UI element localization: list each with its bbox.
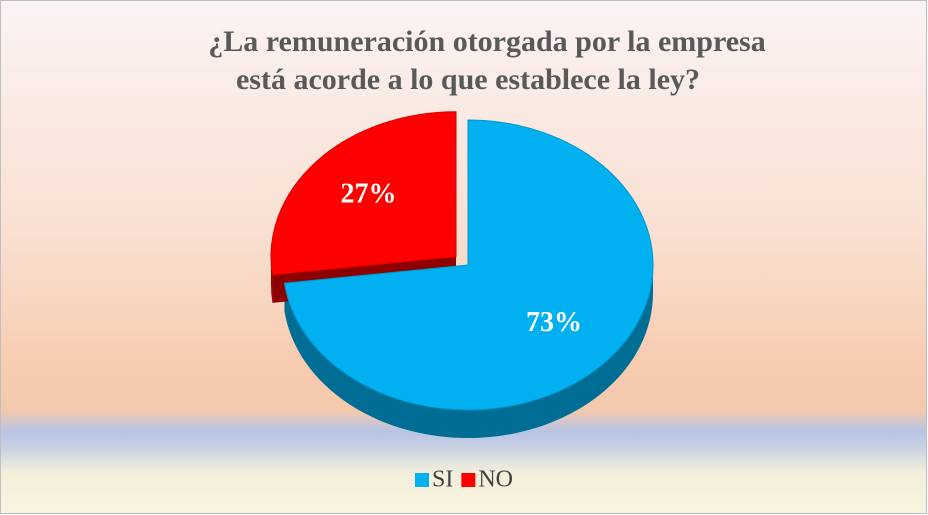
legend-swatch (415, 473, 429, 487)
pie-slice (270, 111, 457, 276)
pie-slice (283, 119, 654, 411)
legend-swatch (461, 473, 476, 487)
pie: 73% 27% (270, 111, 654, 439)
legend: SI NO (415, 467, 513, 493)
pie-slice-side (284, 265, 653, 439)
legend-label: SI (432, 467, 453, 493)
legend-label: NO (478, 467, 513, 493)
chart-title: está acorde a lo que establece la ley? (236, 63, 700, 96)
data-label: 27% (340, 179, 396, 210)
chart-title: ¿La remuneración otorgada por la empresa (208, 25, 765, 58)
data-label: 73% (526, 307, 582, 338)
